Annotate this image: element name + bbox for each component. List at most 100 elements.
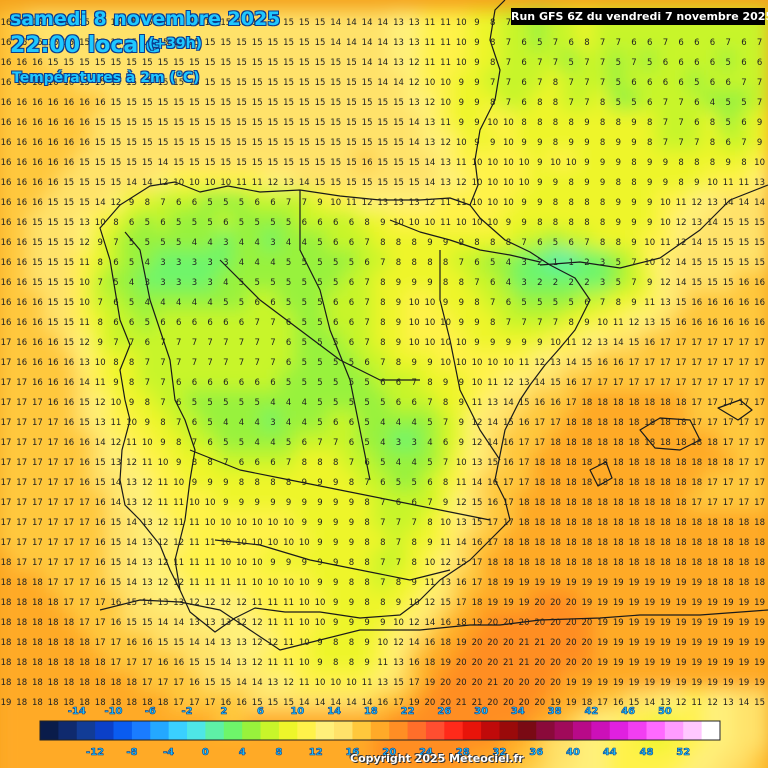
grid-value: 6: [176, 318, 181, 328]
grid-value: 16: [456, 578, 467, 588]
grid-value: 3: [192, 258, 197, 268]
grid-value: 7: [631, 258, 636, 268]
grid-value: 5: [725, 58, 730, 68]
grid-value: 16: [738, 278, 749, 288]
field-cell: [671, 110, 691, 134]
field-cell: [106, 270, 126, 294]
field-cell: [184, 310, 205, 334]
grid-value: 20: [456, 678, 467, 688]
grid-value: 12: [236, 598, 247, 608]
grid-value: 8: [631, 158, 636, 168]
field-cell: [121, 210, 142, 234]
field-cell: [106, 230, 126, 254]
grid-value: 10: [644, 238, 655, 248]
grid-value: 15: [142, 118, 153, 128]
grid-value: 18: [95, 658, 106, 668]
grid-value: 11: [440, 218, 451, 228]
grid-value: 14: [236, 678, 247, 688]
field-cell: [231, 50, 252, 74]
grid-value: 18: [738, 578, 749, 588]
grid-value: 8: [176, 438, 181, 448]
field-cell: [639, 90, 660, 114]
field-cell: [43, 270, 63, 294]
field-cell: [608, 50, 629, 74]
grid-value: 15: [267, 698, 278, 708]
grid-value: 21: [519, 638, 530, 648]
grid-value: 18: [676, 418, 687, 428]
legend-swatch: [389, 721, 409, 740]
grid-value: 12: [409, 58, 420, 68]
field-cell: [184, 110, 205, 134]
grid-value: 17: [16, 438, 27, 448]
field-cell: [529, 270, 550, 294]
grid-value: 6: [192, 198, 197, 208]
grid-value: 14: [346, 38, 357, 48]
grid-value: 5: [553, 298, 558, 308]
grid-value: 6: [207, 438, 212, 448]
grid-value: 17: [1, 478, 12, 488]
grid-value: 7: [396, 518, 401, 528]
grid-value: 15: [110, 178, 121, 188]
grid-value: 14: [503, 398, 514, 408]
grid-value: 15: [63, 258, 74, 268]
field-cell: [435, 270, 456, 294]
grid-value: 18: [1, 578, 12, 588]
grid-value: 14: [142, 598, 153, 608]
grid-value: 9: [584, 118, 589, 128]
grid-value: 6: [207, 378, 212, 388]
grid-value: 15: [126, 58, 137, 68]
grid-value: 4: [254, 238, 259, 248]
legend-label: 8: [275, 747, 282, 758]
grid-value: 5: [254, 218, 259, 228]
grid-value: 15: [110, 138, 121, 148]
grid-value: 17: [16, 418, 27, 428]
grid-value: 12: [173, 538, 184, 548]
grid-value: 17: [691, 358, 702, 368]
grid-value: 17: [581, 378, 592, 388]
grid-value: 15: [299, 98, 310, 108]
grid-value: 18: [16, 618, 27, 628]
field-cell: [498, 270, 519, 294]
grid-value: 9: [333, 518, 338, 528]
grid-value: 19: [723, 598, 734, 608]
temperature-field: [0, 10, 768, 768]
grid-value: 4: [223, 278, 228, 288]
grid-value: 8: [364, 538, 369, 548]
field-cell: [686, 250, 707, 274]
field-cell: [357, 310, 377, 334]
grid-value: 15: [158, 98, 169, 108]
grid-value: 18: [754, 538, 765, 548]
field-cell: [577, 150, 597, 174]
field-cell: [404, 130, 424, 154]
grid-value: 14: [456, 538, 467, 548]
grid-value: 11: [95, 378, 106, 388]
field-cell: [247, 70, 267, 94]
field-cell: [357, 110, 377, 134]
grid-value: 18: [723, 458, 734, 468]
grid-value: 16: [16, 358, 27, 368]
field-cell: [184, 250, 205, 274]
field-cell: [74, 310, 95, 334]
grid-value: 9: [129, 398, 134, 408]
grid-value: 16: [16, 178, 27, 188]
grid-value: 17: [158, 678, 169, 688]
field-cell: [215, 310, 236, 334]
grid-value: 9: [317, 578, 322, 588]
legend-swatch: [150, 721, 170, 740]
grid-value: 10: [299, 538, 310, 548]
grid-value: 15: [142, 58, 153, 68]
grid-value: 17: [79, 618, 90, 628]
grid-value: 15: [63, 278, 74, 288]
grid-value: 9: [333, 598, 338, 608]
grid-value: 11: [440, 58, 451, 68]
grid-value: 15: [205, 118, 216, 128]
grid-value: 9: [506, 338, 511, 348]
grid-value: 10: [267, 538, 278, 548]
field-cell: [310, 170, 330, 194]
grid-value: 13: [472, 458, 483, 468]
grid-value: 16: [16, 338, 27, 348]
grid-value: 5: [380, 398, 385, 408]
grid-value: 17: [110, 638, 121, 648]
grid-value: 7: [176, 338, 181, 348]
grid-value: 6: [710, 38, 715, 48]
